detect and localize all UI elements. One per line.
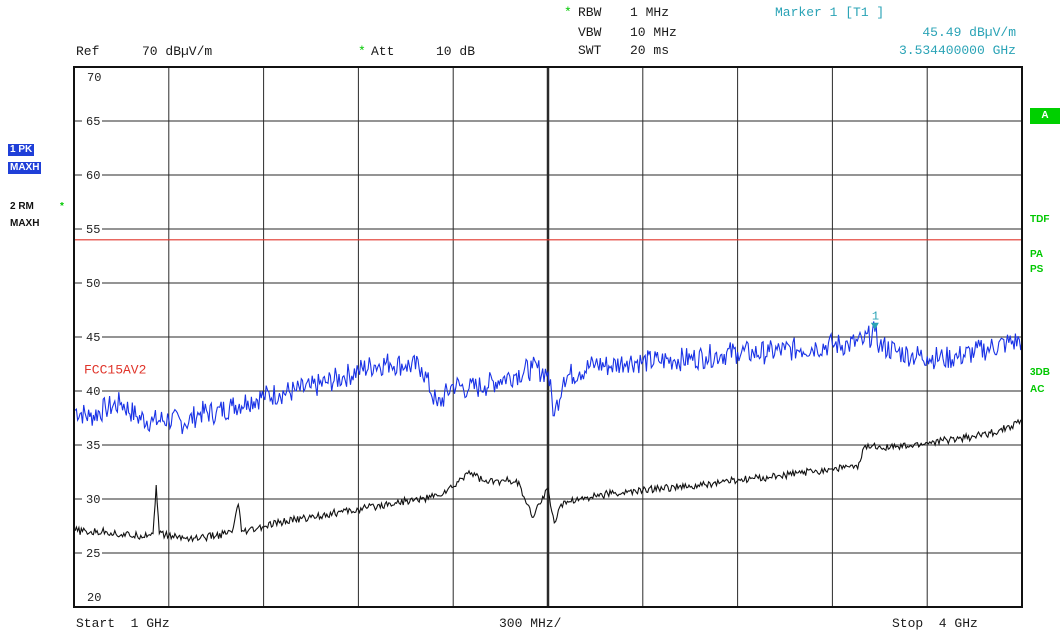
y-tick-label: 20 [87, 591, 101, 605]
y-tick-label: 60 [86, 169, 100, 183]
y-tick-label: 50 [86, 277, 100, 291]
y-ticks: 20 25 30 35 40 45 50 55 60 65 70 [82, 71, 102, 605]
y-tick-label: 65 [86, 115, 100, 129]
marker-1-triangle [871, 323, 879, 330]
marker-group: 1 [871, 310, 879, 330]
y-tick-label: 35 [86, 439, 100, 453]
y-tick-label: 30 [86, 493, 100, 507]
y-tick-label: 55 [86, 223, 100, 237]
marker-1-label: 1 [872, 310, 879, 324]
y-tick-label: 70 [87, 71, 101, 85]
limit-line-label: FCC15AV2 [84, 363, 146, 378]
y-tick-label: 45 [86, 331, 100, 345]
grid [74, 67, 1022, 607]
y-tick-label: 25 [86, 547, 100, 561]
y-tick-label: 40 [86, 385, 100, 399]
